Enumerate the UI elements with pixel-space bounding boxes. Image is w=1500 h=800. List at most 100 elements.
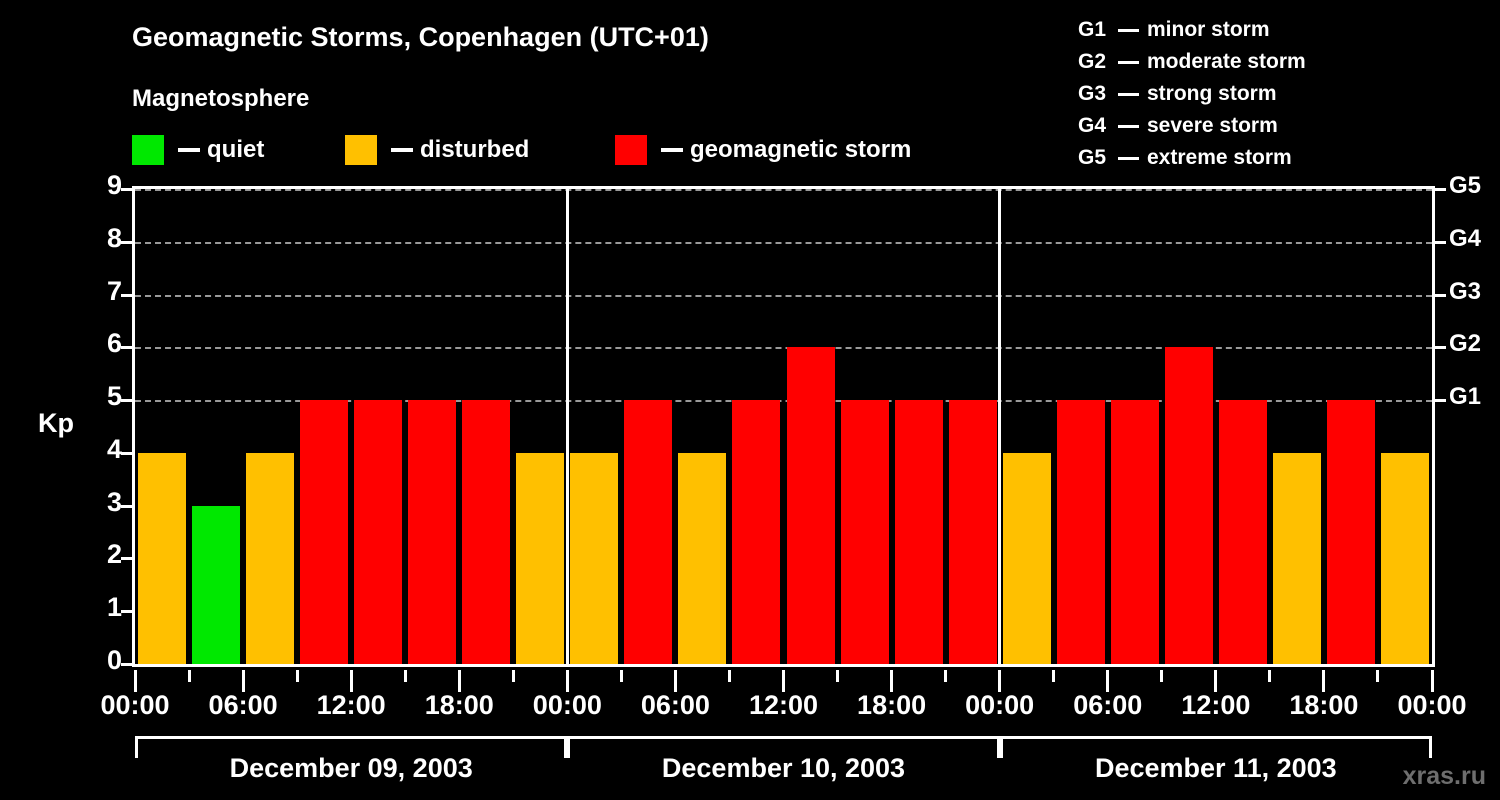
gscale-description: extreme storm: [1147, 146, 1292, 169]
date-band-label: December 09, 2003: [229, 753, 473, 783]
g-tick-label-g1: G1: [1449, 383, 1482, 411]
gscale-code: G4: [1078, 114, 1107, 137]
x-tick-label: 12:00: [316, 690, 386, 720]
bar: [1272, 452, 1321, 664]
gscale-line-g4: G4 severe storm: [1078, 110, 1478, 142]
x-tick-mark: [619, 670, 623, 682]
g-tick-mark-g2: [1434, 346, 1446, 350]
gscale-legend: G1 minor storm G2 moderate storm G3 strong st…: [1078, 14, 1478, 174]
legend-dash-icon: [391, 148, 413, 152]
x-tick-mark: [836, 670, 840, 682]
x-tick-label: 18:00: [1289, 690, 1359, 720]
y-tick-label-4: 4: [106, 433, 122, 464]
bar: [1110, 400, 1159, 664]
bar: [138, 452, 187, 664]
x-tick-mark: [241, 670, 245, 692]
date-band-bracket: [135, 736, 568, 758]
plot-area: [132, 186, 1435, 667]
bar: [1164, 347, 1213, 664]
y-tick-mark-3: [121, 504, 133, 508]
x-tick-mark: [998, 670, 1002, 692]
x-tick-mark: [1214, 670, 1218, 692]
g-tick-label-g2: G2: [1449, 330, 1482, 358]
x-tick-mark: [1106, 670, 1110, 692]
legend-swatch-quiet: [132, 135, 164, 165]
page-title: Geomagnetic Storms, Copenhagen (UTC+01): [132, 22, 709, 52]
bar: [1002, 452, 1051, 664]
date-band-bracket: [567, 736, 1000, 758]
y-tick-mark-9: [121, 188, 133, 191]
gscale-description: severe storm: [1147, 114, 1278, 137]
gscale-line-g3: G3 strong storm: [1078, 78, 1478, 110]
watermark: xras.ru: [1402, 762, 1486, 790]
x-tick-label: 18:00: [857, 690, 927, 720]
gscale-code: G3: [1078, 82, 1107, 105]
gscale-dash-icon: [1118, 156, 1139, 160]
bar: [1380, 452, 1429, 664]
g-tick-mark-g3: [1434, 293, 1446, 297]
bar: [678, 452, 727, 664]
day-separator-2: [998, 189, 1002, 664]
y-tick-mark-1: [121, 610, 133, 614]
g-tick-label-g5: G5: [1449, 172, 1482, 199]
y-tick-label-1: 1: [106, 592, 122, 623]
gscale-description: moderate storm: [1147, 50, 1306, 73]
y-tick-mark-2: [121, 557, 133, 561]
bar: [786, 347, 835, 664]
x-tick-mark: [673, 670, 677, 692]
date-band-label: December 11, 2003: [1094, 753, 1337, 783]
g-tick-mark-g1: [1434, 399, 1446, 403]
gscale-code: G2: [1078, 50, 1107, 73]
x-tick-label: 00:00: [965, 690, 1035, 720]
x-tick-label: 18:00: [424, 690, 494, 720]
bar: [192, 505, 241, 664]
y-tick-label-9: 9: [106, 170, 122, 200]
legend-swatch-geomagnetic-storm: [615, 135, 647, 165]
gscale-dash-icon: [1118, 124, 1139, 128]
x-tick-label: 00:00: [100, 690, 170, 720]
y-tick-mark-4: [121, 451, 133, 455]
y-tick-label-2: 2: [106, 539, 122, 570]
legend-swatch-disturbed: [345, 135, 377, 165]
x-tick-mark: [944, 670, 948, 682]
x-tick-mark: [1376, 670, 1380, 682]
y-tick-label-3: 3: [106, 486, 122, 517]
bars-layer: [135, 189, 1432, 664]
x-tick-mark: [403, 670, 407, 682]
x-tick-mark: [727, 670, 731, 682]
x-tick-label: 12:00: [748, 690, 819, 720]
gscale-line-g1: G1 minor storm: [1078, 14, 1478, 46]
bar: [408, 400, 457, 664]
gscale-dash-icon: [1118, 60, 1139, 64]
y-tick-label-0: 0: [106, 645, 122, 675]
y-tick-label-6: 6: [106, 328, 122, 359]
x-tick-mark: [782, 670, 785, 692]
gscale-dash-icon: [1118, 28, 1139, 32]
bar: [1326, 400, 1375, 664]
y-tick-mark-5: [121, 399, 133, 403]
legend-label-geomagnetic-storm: geomagnetic storm: [690, 136, 912, 163]
g-tick-label-g4: G4: [1449, 224, 1482, 252]
x-tick-mark: [295, 670, 299, 682]
legend-entry-disturbed: disturbed: [345, 133, 529, 167]
y-tick-label-5: 5: [106, 381, 122, 412]
x-tick-mark: [1160, 670, 1164, 682]
y-tick-mark-8: [121, 240, 133, 244]
legend-label-disturbed: disturbed: [420, 136, 530, 163]
g-tick-label-g3: G3: [1449, 277, 1482, 305]
bar: [732, 400, 781, 664]
x-tick-mark: [457, 670, 461, 692]
bar: [462, 400, 511, 664]
legend-dash-icon: [661, 148, 683, 152]
y-tick-mark-6: [121, 346, 133, 350]
bar: [570, 452, 619, 664]
bar: [840, 400, 889, 664]
x-tick-label: 06:00: [1073, 690, 1143, 720]
gscale-line-g5: G5 extreme storm: [1078, 142, 1478, 174]
x-tick-mark: [187, 670, 191, 682]
gscale-code: G5: [1078, 146, 1107, 169]
legend-label-quiet: quiet: [207, 136, 265, 163]
legend-entry-geomagnetic-storm: geomagnetic storm: [615, 133, 911, 167]
bar: [354, 400, 403, 664]
